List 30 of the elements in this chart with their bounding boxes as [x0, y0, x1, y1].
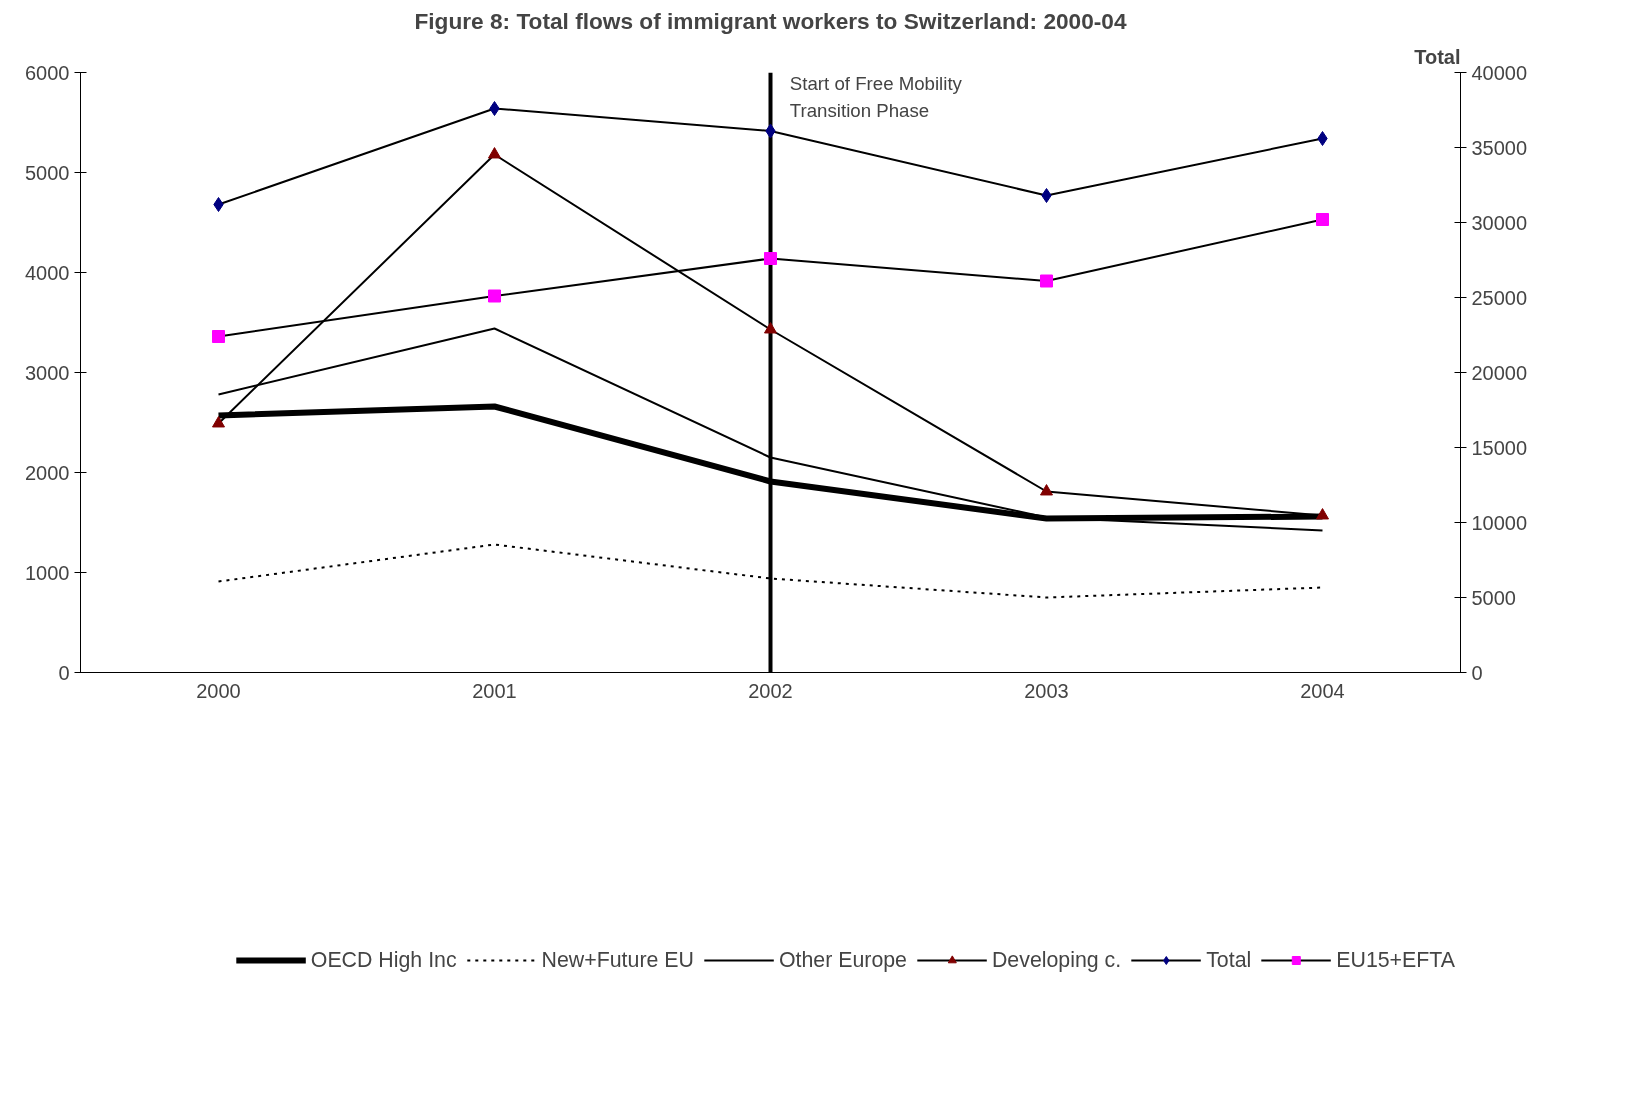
x-tick-label: 2001	[472, 679, 517, 702]
y2-tick-label: 10000	[1471, 511, 1528, 534]
y2-tick-label: 5000	[1471, 586, 1516, 609]
y-tick-label: 1000	[25, 561, 70, 584]
y2-tick-label: 15000	[1471, 436, 1528, 459]
y-tick-label: 4000	[25, 261, 70, 284]
y2-tick-label: 40000	[1471, 61, 1528, 84]
legend-label: New+Future EU	[541, 947, 694, 973]
y2-tick-label: 35000	[1471, 136, 1528, 159]
y2-tick-label: 20000	[1471, 361, 1528, 384]
y-tick-label: 5000	[25, 161, 70, 184]
chart-title: Figure 8: Total flows of immigrant workers to Switzerland: 2000-04	[414, 7, 1127, 34]
legend-label: OECD High Inc	[310, 947, 457, 973]
y-tick-label: 0	[58, 661, 70, 684]
y-tick-label: 3000	[25, 361, 70, 384]
legend-label: Other Europe	[778, 947, 907, 973]
y2-tick-label: 30000	[1471, 211, 1528, 234]
y2-axis-title: Total	[1414, 45, 1461, 68]
x-tick-label: 2002	[748, 679, 793, 702]
x-tick-label: 2003	[1024, 679, 1069, 702]
legend-label: EU15+EFTA	[1336, 947, 1455, 973]
y-tick-label: 6000	[25, 61, 70, 84]
legend-label: Total	[1206, 947, 1252, 973]
legend-label: Developing c.	[991, 947, 1122, 973]
y2-tick-label: 25000	[1471, 286, 1528, 309]
x-tick-label: 2000	[196, 679, 241, 702]
x-tick-label: 2004	[1300, 679, 1345, 702]
ref-line-label: Start of Free Mobility Transition Phase	[789, 72, 963, 121]
y-tick-label: 2000	[25, 461, 70, 484]
y2-tick-label: 0	[1471, 661, 1483, 684]
